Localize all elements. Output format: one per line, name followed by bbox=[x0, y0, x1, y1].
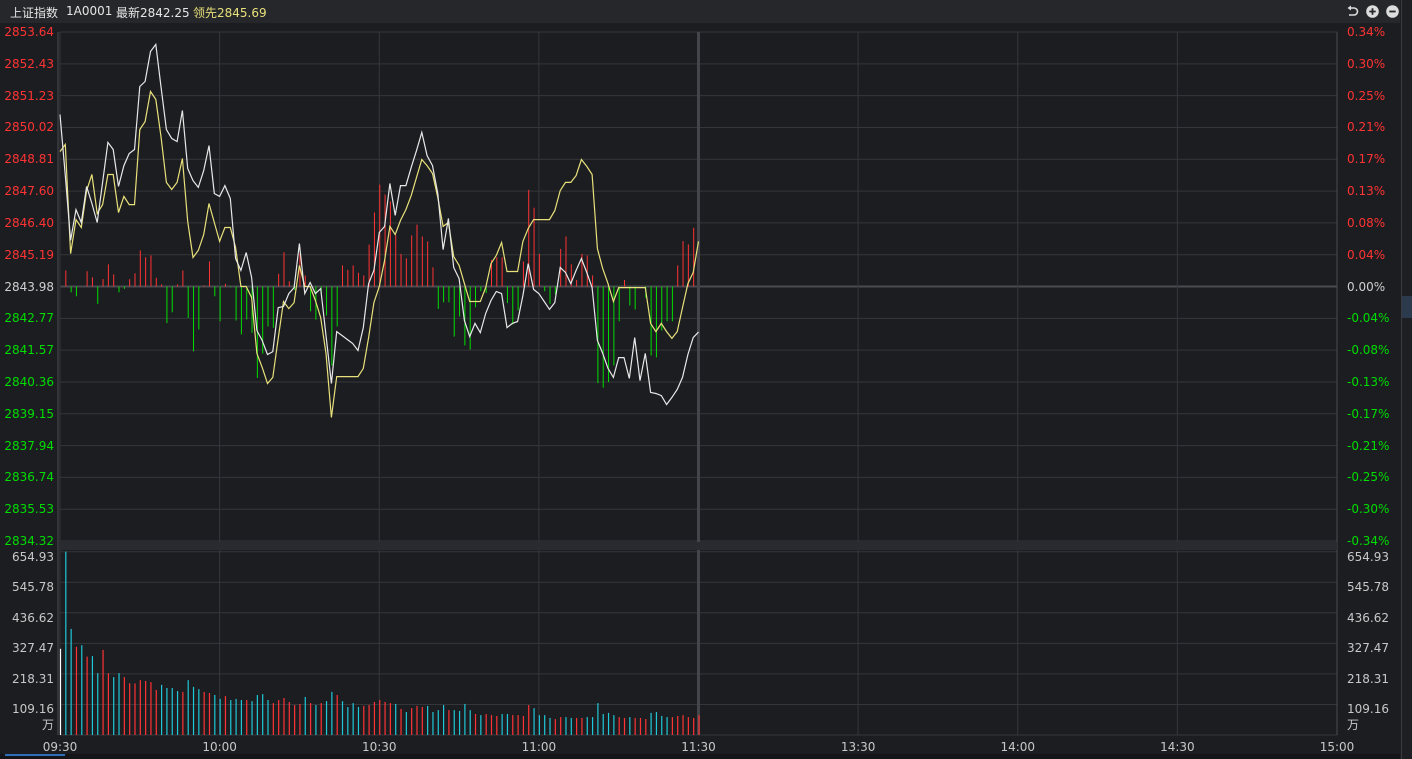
volume-tick-label-right: 654.93 bbox=[1347, 549, 1389, 564]
price-tick-label: 2845.19 bbox=[4, 247, 54, 262]
percent-tick-label: -0.34% bbox=[1347, 534, 1390, 548]
time-tick-label: 14:30 bbox=[1160, 740, 1195, 754]
time-tick-label: 10:00 bbox=[202, 740, 237, 754]
percent-tick-label: -0.21% bbox=[1347, 438, 1390, 453]
percent-tick-label: -0.04% bbox=[1347, 311, 1390, 326]
volume-tick-label-right: 327.47 bbox=[1347, 641, 1389, 656]
time-tick-label: 09:30 bbox=[42, 740, 78, 754]
side-quote-panel bbox=[1401, 0, 1412, 759]
percent-tick-label: 0.00% bbox=[1347, 279, 1386, 294]
latest-readout: 最新2842.25 bbox=[116, 4, 190, 21]
volume-tick-label-right: 218.31 bbox=[1347, 671, 1389, 686]
chart-header-bar: 上证指数 1A0001 最新2842.25 领先2845.69 bbox=[0, 0, 1400, 23]
price-tick-label: 2840.36 bbox=[4, 374, 54, 389]
percent-tick-label: -0.17% bbox=[1347, 406, 1390, 421]
volume-tick-label-right: 109.16 bbox=[1347, 702, 1389, 717]
percent-tick-label: 0.34% bbox=[1347, 25, 1386, 39]
percent-tick-label: 0.04% bbox=[1347, 247, 1386, 262]
time-tick-label: 13:30 bbox=[840, 740, 876, 754]
price-tick-label: 2846.40 bbox=[4, 215, 54, 230]
price-tick-label: 2836.74 bbox=[4, 470, 54, 485]
bottom-tab-strip bbox=[0, 754, 1400, 759]
time-tick-label: 15:00 bbox=[1319, 740, 1355, 754]
price-tick-label: 2835.53 bbox=[4, 502, 54, 517]
price-tick-label: 2834.32 bbox=[4, 534, 54, 548]
time-tick-label: 11:00 bbox=[521, 740, 557, 754]
latest-price-line bbox=[59, 42, 699, 406]
price-tick-label: 2848.81 bbox=[4, 152, 54, 167]
volume-tick-label: 436.62 bbox=[12, 610, 54, 625]
time-tick-label: 11:30 bbox=[681, 740, 716, 754]
volume-tick-label: 109.16 bbox=[12, 702, 54, 717]
percent-tick-label: 0.25% bbox=[1347, 88, 1386, 103]
price-tick-label: 2837.94 bbox=[4, 438, 54, 453]
percent-tick-label: -0.08% bbox=[1347, 343, 1390, 358]
index-name: 上证指数 bbox=[10, 6, 59, 20]
percent-tick-label: 0.13% bbox=[1347, 184, 1386, 199]
percent-tick-label: 0.30% bbox=[1347, 56, 1386, 71]
time-tick-label: 10:30 bbox=[361, 740, 397, 754]
volume-tick-label-right: 436.62 bbox=[1347, 610, 1389, 625]
volume-tick-label-right: 545.78 bbox=[1347, 580, 1389, 595]
volume-unit-label-right: 万 bbox=[1347, 718, 1360, 732]
volume-tick-label: 545.78 bbox=[12, 580, 54, 595]
price-tick-label: 2839.15 bbox=[4, 406, 54, 421]
undo-icon[interactable] bbox=[1346, 5, 1359, 18]
percent-tick-label: 0.21% bbox=[1347, 120, 1386, 135]
time-tick-label: 14:00 bbox=[1000, 740, 1036, 754]
index-code: 1A0001 bbox=[66, 4, 113, 18]
volume-tick-label: 218.31 bbox=[12, 671, 54, 686]
price-tick-label: 2850.02 bbox=[4, 120, 54, 135]
price-tick-label: 2851.23 bbox=[4, 88, 54, 103]
percent-tick-label: -0.30% bbox=[1347, 502, 1390, 517]
leading-label: 领先 bbox=[193, 6, 218, 20]
price-tick-label: 2841.57 bbox=[4, 343, 54, 358]
percent-tick-label: 0.08% bbox=[1347, 215, 1386, 230]
leading-readout: 领先2845.69 bbox=[193, 4, 267, 21]
latest-label: 最新 bbox=[116, 6, 141, 20]
leading-value: 2845.69 bbox=[217, 6, 267, 20]
price-tick-label: 2847.60 bbox=[4, 184, 54, 199]
side-panel-selected-row[interactable] bbox=[1402, 296, 1412, 318]
percent-tick-label: -0.25% bbox=[1347, 470, 1390, 485]
percent-tick-label: 0.17% bbox=[1347, 152, 1386, 167]
volume-tick-label: 327.47 bbox=[12, 641, 54, 656]
price-tick-label: 2842.77 bbox=[4, 311, 54, 326]
volume-tick-label: 654.93 bbox=[12, 549, 54, 564]
price-tick-label: 2843.98 bbox=[4, 279, 54, 294]
zoom-out-icon[interactable] bbox=[1386, 5, 1399, 18]
volume-unit-label: 万 bbox=[41, 718, 54, 732]
zoom-in-icon[interactable] bbox=[1366, 5, 1379, 18]
latest-value: 2842.25 bbox=[140, 6, 190, 20]
percent-tick-label: -0.13% bbox=[1347, 374, 1390, 389]
leading-index-line bbox=[59, 89, 700, 418]
price-tick-label: 2853.64 bbox=[4, 25, 54, 39]
price-tick-label: 2852.43 bbox=[4, 56, 54, 71]
active-tab-indicator[interactable] bbox=[5, 754, 65, 756]
